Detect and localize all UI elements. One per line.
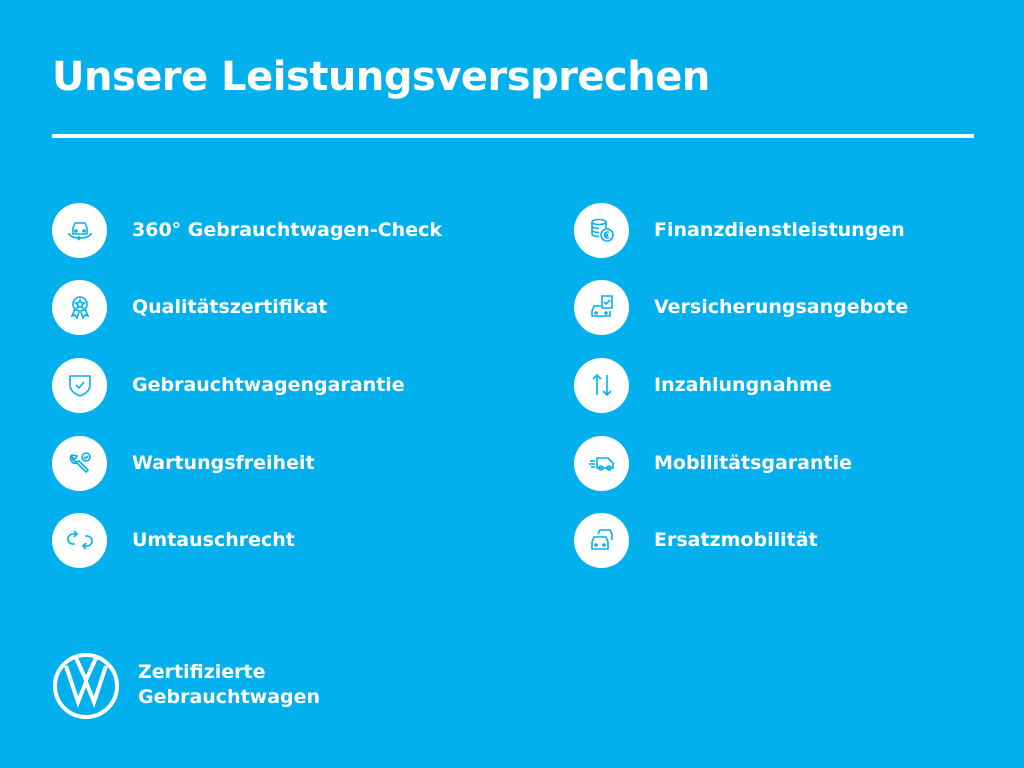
item-label: Wartungsfreiheit [132,452,315,474]
coins-euro-icon [574,202,629,258]
item-label: Mobilitätsgarantie [654,452,853,474]
list-item: Wartungsfreiheit [52,435,315,491]
brand-line-1: Zertifizierte [138,661,266,683]
award-badge-icon [52,279,107,335]
shield-check-icon [52,357,107,413]
two-cars-icon [574,512,629,568]
fast-van-icon [574,435,629,491]
list-item: Finanzdienstleistungen [574,202,905,258]
list-item: Gebrauchtwagengarantie [52,357,405,413]
item-label: Finanzdienstleistungen [654,219,905,241]
item-label: 360° Gebrauchtwagen-Check [132,219,442,241]
wrench-check-icon [52,435,107,491]
item-label: Versicherungsangebote [654,296,909,318]
item-label: Gebrauchtwagengarantie [132,374,405,396]
up-down-arrows-icon [574,357,629,413]
car-360-icon [52,202,107,258]
item-label: Umtauschrecht [132,529,295,551]
item-label: Qualitätszertifikat [132,296,328,318]
list-item: Ersatzmobilität [574,512,818,568]
list-item: Inzahlungnahme [574,357,832,413]
list-item: Versicherungsangebote [574,279,908,335]
title-divider [52,134,974,138]
list-item: Qualitätszertifikat [52,279,327,335]
brand-text: Zertifizierte Gebrauchtwagen [138,660,320,710]
brand-line-2: Gebrauchtwagen [138,686,321,708]
page-title: Unsere Leistungsversprechen [52,54,710,100]
item-label: Ersatzmobilität [654,529,818,551]
list-item: Mobilitätsgarantie [574,435,852,491]
vw-logo [53,653,119,719]
car-document-icon [574,279,629,335]
list-item: Umtauschrecht [52,512,295,568]
exchange-arrows-icon [52,512,107,568]
list-item: 360° Gebrauchtwagen-Check [52,202,442,258]
item-label: Inzahlungnahme [654,374,832,396]
